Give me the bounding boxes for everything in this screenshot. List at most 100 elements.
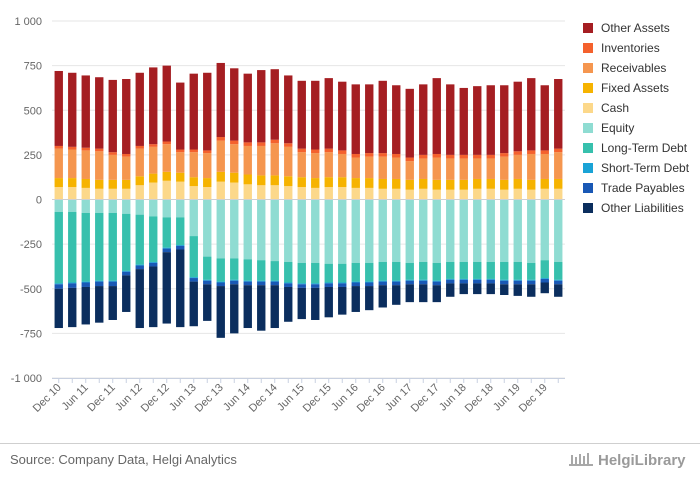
bar-segment: [540, 282, 549, 294]
bar-segment: [419, 279, 428, 281]
bar-segment: [149, 266, 158, 328]
bar-segment: [500, 284, 509, 295]
bar-segment: [513, 188, 522, 200]
bar-segment: [378, 280, 387, 282]
bar-segment: [473, 261, 482, 279]
bar-segment: [54, 199, 63, 212]
bar-segment: [81, 178, 90, 188]
bar-segment: [540, 199, 549, 261]
bar-segment: [500, 261, 509, 280]
y-tick-label: -750: [20, 328, 42, 340]
legend-item[interactable]: Long-Term Debt: [583, 138, 698, 158]
legend-swatch: [583, 63, 593, 73]
bar-segment: [432, 78, 441, 154]
bar-segment: [216, 171, 225, 182]
legend-item[interactable]: Fixed Assets: [583, 78, 698, 98]
legend-swatch: [583, 183, 593, 193]
bar-segment: [338, 199, 347, 264]
legend-item[interactable]: Receivables: [583, 58, 698, 78]
bar-segment: [365, 281, 374, 283]
bar-segment: [122, 156, 131, 180]
bar-segment: [162, 180, 171, 200]
bar-segment: [108, 152, 117, 155]
bar-segment: [378, 80, 387, 154]
bar-segment: [297, 148, 306, 153]
bar-segment: [257, 285, 266, 331]
bar-segment: [189, 277, 198, 279]
legend-item[interactable]: Other Liabilities: [583, 198, 698, 218]
bar-segment: [149, 144, 158, 147]
bar-segment: [446, 283, 455, 297]
bar-segment: [284, 286, 293, 322]
bar-segment: [270, 261, 279, 281]
bar-segment: [284, 282, 293, 284]
bar-segment: [324, 177, 333, 188]
bar-segment: [135, 269, 144, 329]
legend-item[interactable]: Other Assets: [583, 18, 698, 38]
bar-segment: [527, 189, 536, 200]
bar-segment: [432, 199, 441, 263]
bar-segment: [284, 261, 293, 283]
bar-segment: [243, 73, 252, 143]
bar-segment: [176, 152, 185, 173]
bar-segment: [486, 188, 495, 200]
bar-segment: [513, 178, 522, 189]
bar-segment: [176, 245, 185, 246]
bar-segment: [203, 72, 212, 151]
bar-segment: [216, 281, 225, 283]
bar-segment: [554, 148, 563, 153]
bar-segment: [513, 280, 522, 285]
footer-divider: [0, 443, 700, 444]
legend-item[interactable]: Equity: [583, 118, 698, 138]
bar-segment: [351, 282, 360, 287]
bar-segment: [311, 149, 320, 154]
bar-segment: [243, 259, 252, 281]
bar-segment: [284, 146, 293, 177]
bar-segment: [446, 278, 455, 280]
y-tick-label: 250: [24, 150, 42, 162]
bar-segment: [149, 146, 158, 174]
bar-segment: [513, 154, 522, 179]
legend-label: Receivables: [601, 61, 667, 75]
bar-segment: [257, 145, 266, 176]
bar-segment: [203, 153, 212, 179]
bar-segment: [365, 282, 374, 287]
bar-segment: [500, 280, 509, 285]
bar-segment: [95, 199, 104, 213]
bar-segment: [500, 153, 509, 157]
source-note: Source: Company Data, Helgi Analytics: [10, 452, 237, 467]
bar-segment: [257, 280, 266, 282]
bar-segment: [540, 278, 549, 279]
bar-segment: [432, 285, 441, 303]
bar-segment: [230, 258, 239, 280]
legend-label: Long-Term Debt: [601, 141, 688, 155]
bar-segment: [419, 178, 428, 189]
bar-segment: [203, 150, 212, 154]
bar-segment: [446, 84, 455, 155]
bar-segment: [554, 279, 563, 281]
bar-segment: [243, 184, 252, 200]
bar-segment: [176, 172, 185, 182]
legend-item[interactable]: Short-Term Debt: [583, 158, 698, 178]
bar-segment: [257, 185, 266, 200]
bar-segment: [311, 178, 320, 188]
legend-item[interactable]: Inventories: [583, 38, 698, 58]
bar-segment: [365, 156, 374, 179]
legend-item[interactable]: Trade Payables: [583, 178, 698, 198]
bar-segment: [54, 284, 63, 289]
legend-item[interactable]: Cash: [583, 98, 698, 118]
bar-segment: [392, 261, 401, 281]
bar-segment: [351, 281, 360, 283]
legend-label: Equity: [601, 121, 635, 135]
bar-segment: [486, 178, 495, 189]
bar-segment: [135, 264, 144, 266]
bar-segment: [392, 280, 401, 282]
bar-segment: [540, 150, 549, 154]
bar-segment: [500, 179, 509, 190]
bar-segment: [540, 260, 549, 279]
bar-segment: [540, 85, 549, 151]
bar-segment: [257, 260, 266, 281]
bar-segment: [378, 285, 387, 308]
bar-segment: [216, 181, 225, 200]
